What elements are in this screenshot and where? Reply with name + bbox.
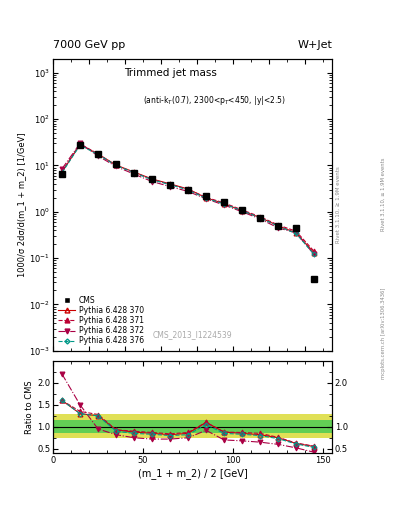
Text: 7000 GeV pp: 7000 GeV pp [53,40,125,50]
Text: Rivet 3.1.10, ≥ 1.9M events: Rivet 3.1.10, ≥ 1.9M events [336,166,341,243]
Text: CMS_2013_I1224539: CMS_2013_I1224539 [153,330,232,339]
Legend: CMS, Pythia 6.428 370, Pythia 6.428 371, Pythia 6.428 372, Pythia 6.428 376: CMS, Pythia 6.428 370, Pythia 6.428 371,… [57,294,146,347]
Text: Rivet 3.1.10, ≥ 1.9M events: Rivet 3.1.10, ≥ 1.9M events [381,158,386,231]
Y-axis label: 1000/σ 2dσ/d(m_1 + m_2) [1/GeV]: 1000/σ 2dσ/d(m_1 + m_2) [1/GeV] [18,133,27,277]
Text: mcplots.cern.ch [arXiv:1306.3436]: mcplots.cern.ch [arXiv:1306.3436] [381,287,386,378]
Text: W+Jet: W+Jet [297,40,332,50]
Text: (anti-k$_T$(0.7), 2300<p$_T$<450, |y|<2.5): (anti-k$_T$(0.7), 2300<p$_T$<450, |y|<2.… [143,94,286,107]
Y-axis label: Ratio to CMS: Ratio to CMS [26,380,34,434]
X-axis label: (m_1 + m_2) / 2 [GeV]: (m_1 + m_2) / 2 [GeV] [138,467,248,479]
Text: Trimmed jet mass: Trimmed jet mass [124,68,217,78]
